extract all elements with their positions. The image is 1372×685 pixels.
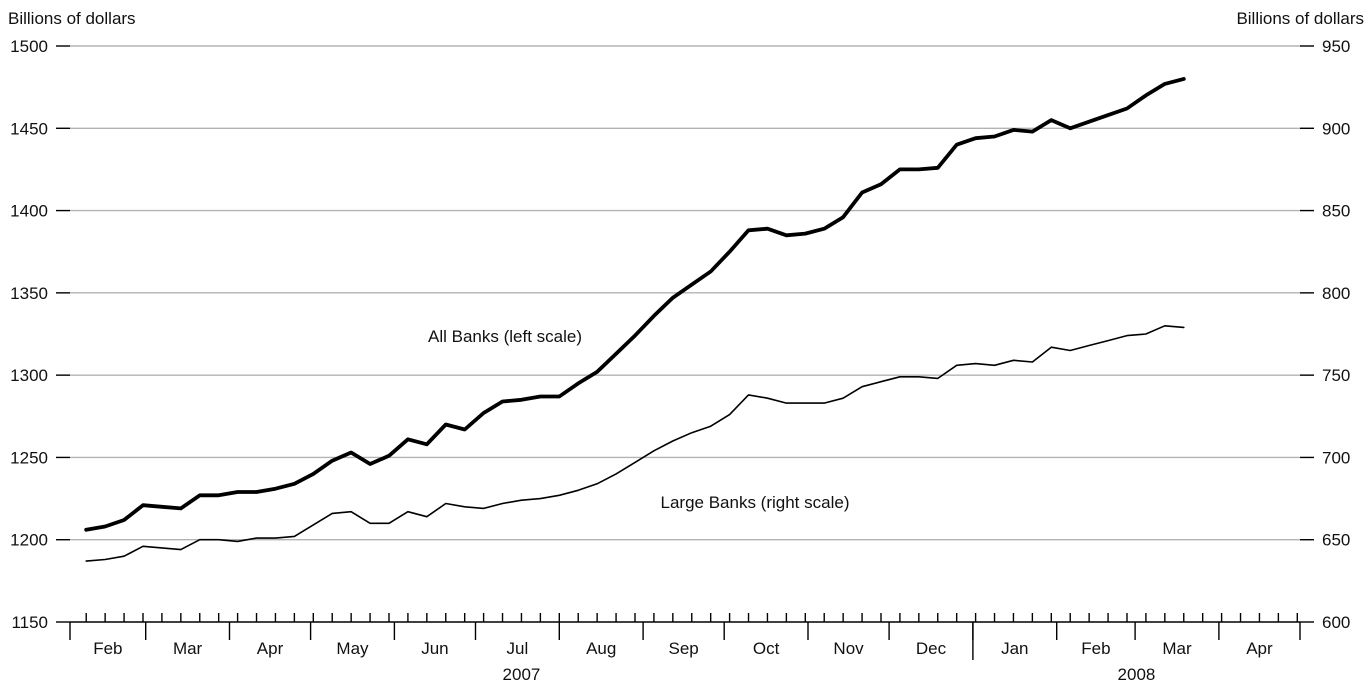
right-tick-label: 600 [1322,613,1350,632]
right-tick-label: 650 [1322,531,1350,550]
month-label: Aug [586,639,616,658]
series-label-all-banks: All Banks (left scale) [428,327,582,346]
left-tick-label: 1450 [10,119,48,138]
month-label: May [336,639,369,658]
month-label: Jan [1001,639,1028,658]
month-label: Apr [1246,639,1273,658]
month-label: Oct [753,639,780,658]
left-tick-label: 1350 [10,284,48,303]
series-line-large-banks [85,324,1185,562]
year-label: 2008 [1118,665,1156,684]
left-tick-label: 1500 [10,37,48,56]
month-label: Nov [833,639,864,658]
month-label: Feb [1081,639,1110,658]
month-label: Mar [173,639,203,658]
series-label-large-banks: Large Banks (right scale) [661,493,850,512]
month-label: Feb [93,639,122,658]
right-tick-label: 700 [1322,448,1350,467]
left-tick-label: 1300 [10,366,48,385]
right-tick-label: 950 [1322,37,1350,56]
month-label: Mar [1162,639,1192,658]
month-label: Sep [669,639,699,658]
month-label: Dec [916,639,947,658]
month-label: Jul [507,639,529,658]
left-y-axis: 1150 1200 1250 1300 1350 1400 1450 1500 [10,37,70,632]
right-tick-label: 900 [1322,119,1350,138]
gridlines [70,45,1300,541]
left-axis-title: Billions of dollars [8,9,136,28]
right-tick-label: 850 [1322,202,1350,221]
right-axis-title: Billions of dollars [1236,9,1364,28]
left-tick-label: 1400 [10,202,48,221]
series-line-all-banks [84,77,1186,532]
right-y-axis: 600 650 700 750 800 850 900 950 [1300,37,1350,632]
left-tick-label: 1200 [10,531,48,550]
left-tick-label: 1150 [11,613,48,632]
x-axis: Feb Mar Apr May Jun Jul Aug Sep Oct Nov Dec Jan Feb M… [69,613,1301,684]
right-tick-label: 750 [1322,366,1350,385]
left-tick-label: 1250 [10,448,48,467]
month-label: Apr [257,639,284,658]
right-tick-label: 800 [1322,284,1350,303]
series-lines [84,77,1186,562]
month-label: Jun [421,639,448,658]
year-label: 2007 [503,665,541,684]
